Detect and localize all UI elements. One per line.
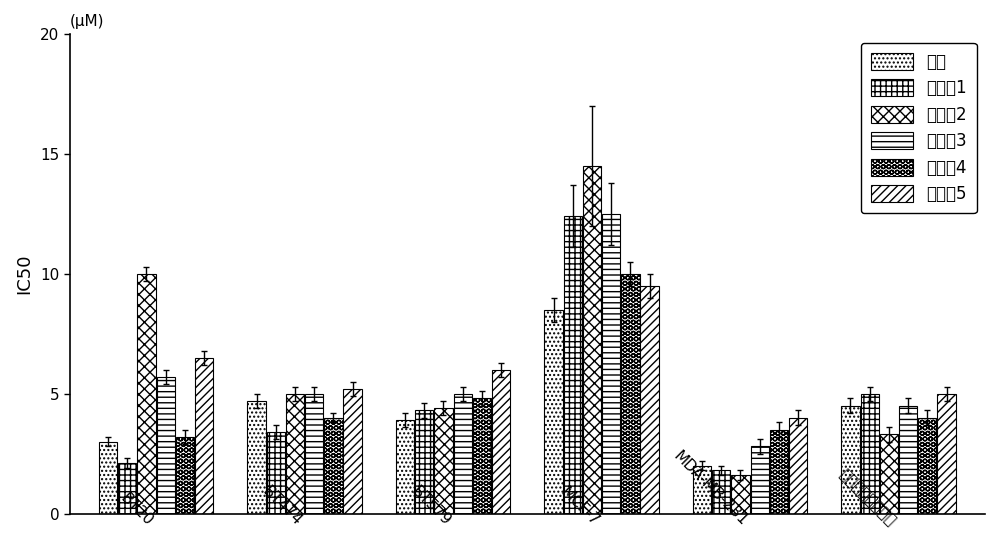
Bar: [473, 399, 491, 514]
Bar: [137, 274, 156, 514]
Bar: [195, 358, 213, 514]
Bar: [712, 471, 730, 514]
Bar: [492, 370, 510, 514]
Bar: [99, 442, 117, 514]
Y-axis label: IC50: IC50: [15, 254, 33, 294]
Bar: [267, 432, 285, 514]
Bar: [434, 408, 453, 514]
Bar: [305, 394, 323, 514]
Bar: [286, 394, 304, 514]
Legend: 顺铂, 化合甩1, 化合甩2, 化合甩3, 化合甩4, 化合甩5: 顺铂, 化合甩1, 化合甩2, 化合甩3, 化合甩4, 化合甩5: [861, 42, 977, 213]
Text: (μM): (μM): [70, 14, 104, 29]
Bar: [731, 475, 750, 514]
Bar: [621, 274, 640, 514]
Bar: [640, 286, 659, 514]
Bar: [693, 466, 711, 514]
Bar: [415, 411, 433, 514]
Bar: [118, 463, 136, 514]
Bar: [157, 377, 175, 514]
Bar: [918, 418, 936, 514]
Bar: [841, 406, 860, 514]
Bar: [861, 394, 879, 514]
Bar: [583, 166, 601, 514]
Bar: [454, 394, 472, 514]
Bar: [789, 418, 807, 514]
Bar: [770, 430, 788, 514]
Bar: [247, 401, 266, 514]
Bar: [880, 435, 898, 514]
Bar: [937, 394, 956, 514]
Bar: [602, 214, 620, 514]
Bar: [751, 447, 769, 514]
Bar: [324, 418, 343, 514]
Bar: [564, 217, 582, 514]
Bar: [343, 389, 362, 514]
Bar: [176, 437, 194, 514]
Bar: [899, 406, 917, 514]
Bar: [396, 420, 414, 514]
Bar: [544, 310, 563, 514]
